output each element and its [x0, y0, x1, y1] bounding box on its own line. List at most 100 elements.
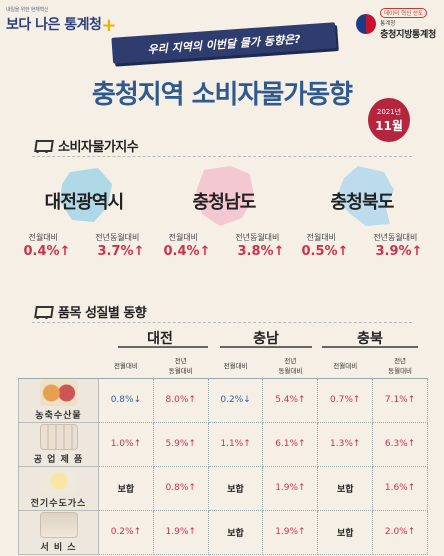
table-cell: 1.9%↑ — [262, 509, 319, 555]
table-row: 전기수도가스 보합 0.8%↑ 보합 1.9%↑ 보합 1.6%↑ — [18, 465, 428, 511]
table-cell: 7.1%↑ — [372, 377, 428, 423]
region-card-daejeon: 대전광역시 전월대비 전년동월대비 0.4%↑ 3.7%↑ — [10, 160, 158, 260]
table-row: 서 비 스 0.2%↑ 1.9%↑ 보합 1.9%↑ 보합 2.0%↑ — [18, 509, 428, 555]
ribbon-text: 우리 지역의 이번달 물가 동향은? — [147, 32, 301, 57]
table-cell: 0.8%↓ — [98, 377, 154, 423]
row-category: 농축수산물 — [18, 377, 99, 423]
table-cell: 1.1%↑ — [207, 421, 264, 467]
divider — [32, 322, 412, 323]
category-name: 서 비 스 — [40, 542, 77, 553]
table-cell: 1.0%↑ — [98, 421, 154, 467]
daejeon-map — [60, 168, 112, 222]
cart-icon — [32, 305, 52, 319]
mom-label: 전월대비 — [306, 233, 337, 242]
service-icon — [39, 511, 78, 538]
table-cell: 0.8%↑ — [152, 465, 209, 511]
column-region-chungbuk: 충북 — [357, 331, 383, 347]
cpi-heading-label: 소비자물가지수 — [58, 140, 139, 155]
category-name: 농축수산물 — [35, 410, 82, 421]
table-header-row: 전월대비 전년 동월대비 전월대비 전년 동월대비 전월대비 전년 동월대비 — [18, 352, 428, 379]
logo-tagline: 내일을 위한 현재혁신 — [6, 7, 49, 13]
column-header: 전월대비 — [317, 352, 373, 379]
table-cell: 0.2%↑ — [98, 509, 154, 555]
statistics-logo: 내일을 위한 현재혁신 보다 나은 통계청+ — [6, 6, 117, 36]
table-cell: 보합 — [317, 509, 374, 555]
region-card-chungnam: 충청남도 전월대비 전년동월대비 0.4%↑ 3.8%↑ — [150, 160, 298, 260]
cart-icon — [32, 139, 52, 153]
table-row: 농축수산물 0.8%↓ 8.0%↑ 0.2%↓ 5.4%↑ 0.7%↑ 7.1%↑ — [18, 377, 428, 423]
region-name: 대전광역시 — [44, 192, 125, 213]
table-cell: 5.9%↑ — [152, 421, 209, 467]
divider — [118, 346, 208, 348]
column-header: 전년 동월대비 — [262, 352, 318, 379]
divider — [32, 156, 412, 157]
region-card-chungbuk: 충청북도 전월대비 전년동월대비 0.5%↑ 3.9%↑ — [288, 160, 436, 260]
divider — [220, 346, 312, 348]
logo-plus: + — [101, 15, 117, 36]
cpi-section-heading: 소비자물가지수 — [32, 136, 139, 155]
table-cell: 0.2%↓ — [207, 377, 264, 423]
yoy-value: 3.9%↑ — [375, 244, 423, 259]
row-category: 서 비 스 — [18, 509, 99, 555]
table-cell: 보합 — [207, 509, 264, 555]
yoy-value: 3.7%↑ — [97, 244, 145, 259]
utility-icon — [39, 467, 78, 494]
table-cell: 1.9%↑ — [152, 509, 209, 555]
agency-badge: 데이터 혁신 선도 — [380, 8, 428, 18]
chungnam-map — [196, 166, 254, 226]
table-cell: 보합 — [207, 465, 264, 511]
table-cell: 2.0%↑ — [372, 509, 428, 555]
date-month: 11월 — [375, 119, 403, 133]
column-header: 전월대비 — [98, 352, 154, 379]
mom-value: 0.5%↑ — [301, 244, 349, 259]
map-shape — [196, 166, 254, 226]
category-name: 전기수도가스 — [30, 498, 87, 509]
map-shape — [60, 168, 112, 222]
column-region-chungnam: 충남 — [253, 331, 279, 347]
column-header: 전년 동월대비 — [153, 352, 209, 379]
page-title: 충청지역 소비자물가동향 — [91, 80, 353, 110]
agency-logo: 데이터 혁신 선도 통계청 충청지방통계청 — [356, 8, 436, 40]
table-cell: 보합 — [98, 465, 154, 511]
yoy-value: 3.8%↑ — [237, 244, 285, 259]
yoy-label: 전년동월대비 — [373, 233, 418, 242]
items-section-heading: 품목 성질별 동향 — [32, 302, 147, 321]
column-region-daejeon: 대전 — [147, 331, 173, 347]
chungbuk-map — [336, 166, 394, 226]
header: 내일을 위한 현재혁신 보다 나은 통계청+ 데이터 혁신 선도 통계청 충청지… — [0, 0, 444, 40]
government-emblem-icon — [356, 14, 377, 34]
region-name: 충청북도 — [330, 192, 394, 213]
column-header: 전월대비 — [208, 352, 263, 379]
map-shape — [336, 166, 394, 226]
row-category: 공 업 제 품 — [18, 421, 99, 467]
table-row: 공 업 제 품 1.0%↑ 5.9%↑ 1.1%↑ 6.1%↑ 1.3%↑ 6.3%↑ — [18, 421, 428, 467]
items-table: 전월대비 전년 동월대비 전월대비 전년 동월대비 전월대비 전년 동월대비 농… — [18, 352, 428, 555]
agency-name: 충청지방통계청 — [380, 30, 436, 40]
yoy-label: 전년동월대비 — [235, 233, 280, 242]
mom-value: 0.4%↑ — [23, 244, 71, 259]
mom-label: 전월대비 — [28, 233, 59, 242]
items-heading-label: 품목 성질별 동향 — [58, 306, 147, 321]
column-header: 전년 동월대비 — [372, 352, 428, 379]
date-year: 2021년 — [376, 108, 402, 116]
farm-icon — [39, 379, 78, 406]
table-cell: 1.3%↑ — [317, 421, 374, 467]
mom-label: 전월대비 — [168, 233, 199, 242]
agency-parent: 통계청 — [380, 21, 396, 27]
table-cell: 6.3%↑ — [372, 421, 428, 467]
industry-icon — [39, 423, 78, 450]
logo-text: 보다 나은 통계청 — [6, 17, 102, 33]
table-cell: 보합 — [317, 465, 374, 511]
divider — [322, 346, 418, 348]
ribbon-banner: 우리 지역의 이번달 물가 동향은? — [111, 22, 337, 64]
yoy-label: 전년동월대비 — [95, 233, 140, 242]
category-name: 공 업 제 품 — [33, 454, 84, 465]
mom-value: 0.4%↑ — [163, 244, 211, 259]
table-cell: 6.1%↑ — [262, 421, 319, 467]
table-cell: 1.6%↑ — [372, 465, 428, 511]
date-badge: 2021년 11월 — [368, 98, 410, 142]
row-category: 전기수도가스 — [18, 465, 99, 511]
region-name: 충청남도 — [192, 192, 256, 213]
table-cell: 1.9%↑ — [262, 465, 319, 511]
table-cell: 8.0%↑ — [152, 377, 209, 423]
